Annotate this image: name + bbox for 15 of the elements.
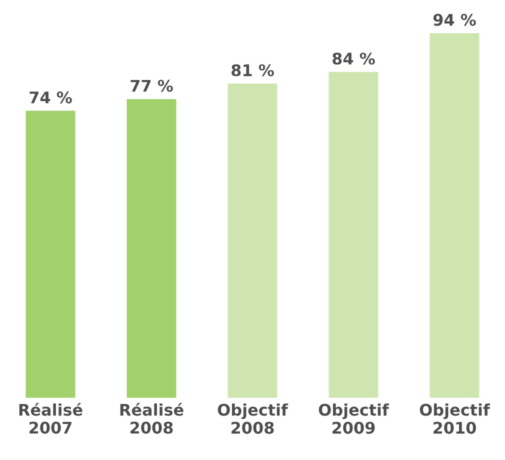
data-label: 94 % <box>433 14 476 26</box>
bar <box>126 99 176 398</box>
x-tick-label: Réalisé 2008 <box>120 402 184 434</box>
bar <box>430 33 480 398</box>
bar <box>26 110 76 398</box>
data-label: 77 % <box>130 80 173 92</box>
bar <box>228 84 278 398</box>
x-tick-label: Objectif 2010 <box>420 403 490 434</box>
bar <box>328 72 378 398</box>
data-label: 74 % <box>30 91 72 104</box>
x-tick-label: Objectif 2009 <box>318 403 390 434</box>
data-label: 84 % <box>332 52 375 65</box>
x-tick-label: Réalisé 2007 <box>19 402 82 434</box>
x-tick-label: Objectif 2008 <box>218 403 288 434</box>
data-label: 81 % <box>232 64 274 76</box>
